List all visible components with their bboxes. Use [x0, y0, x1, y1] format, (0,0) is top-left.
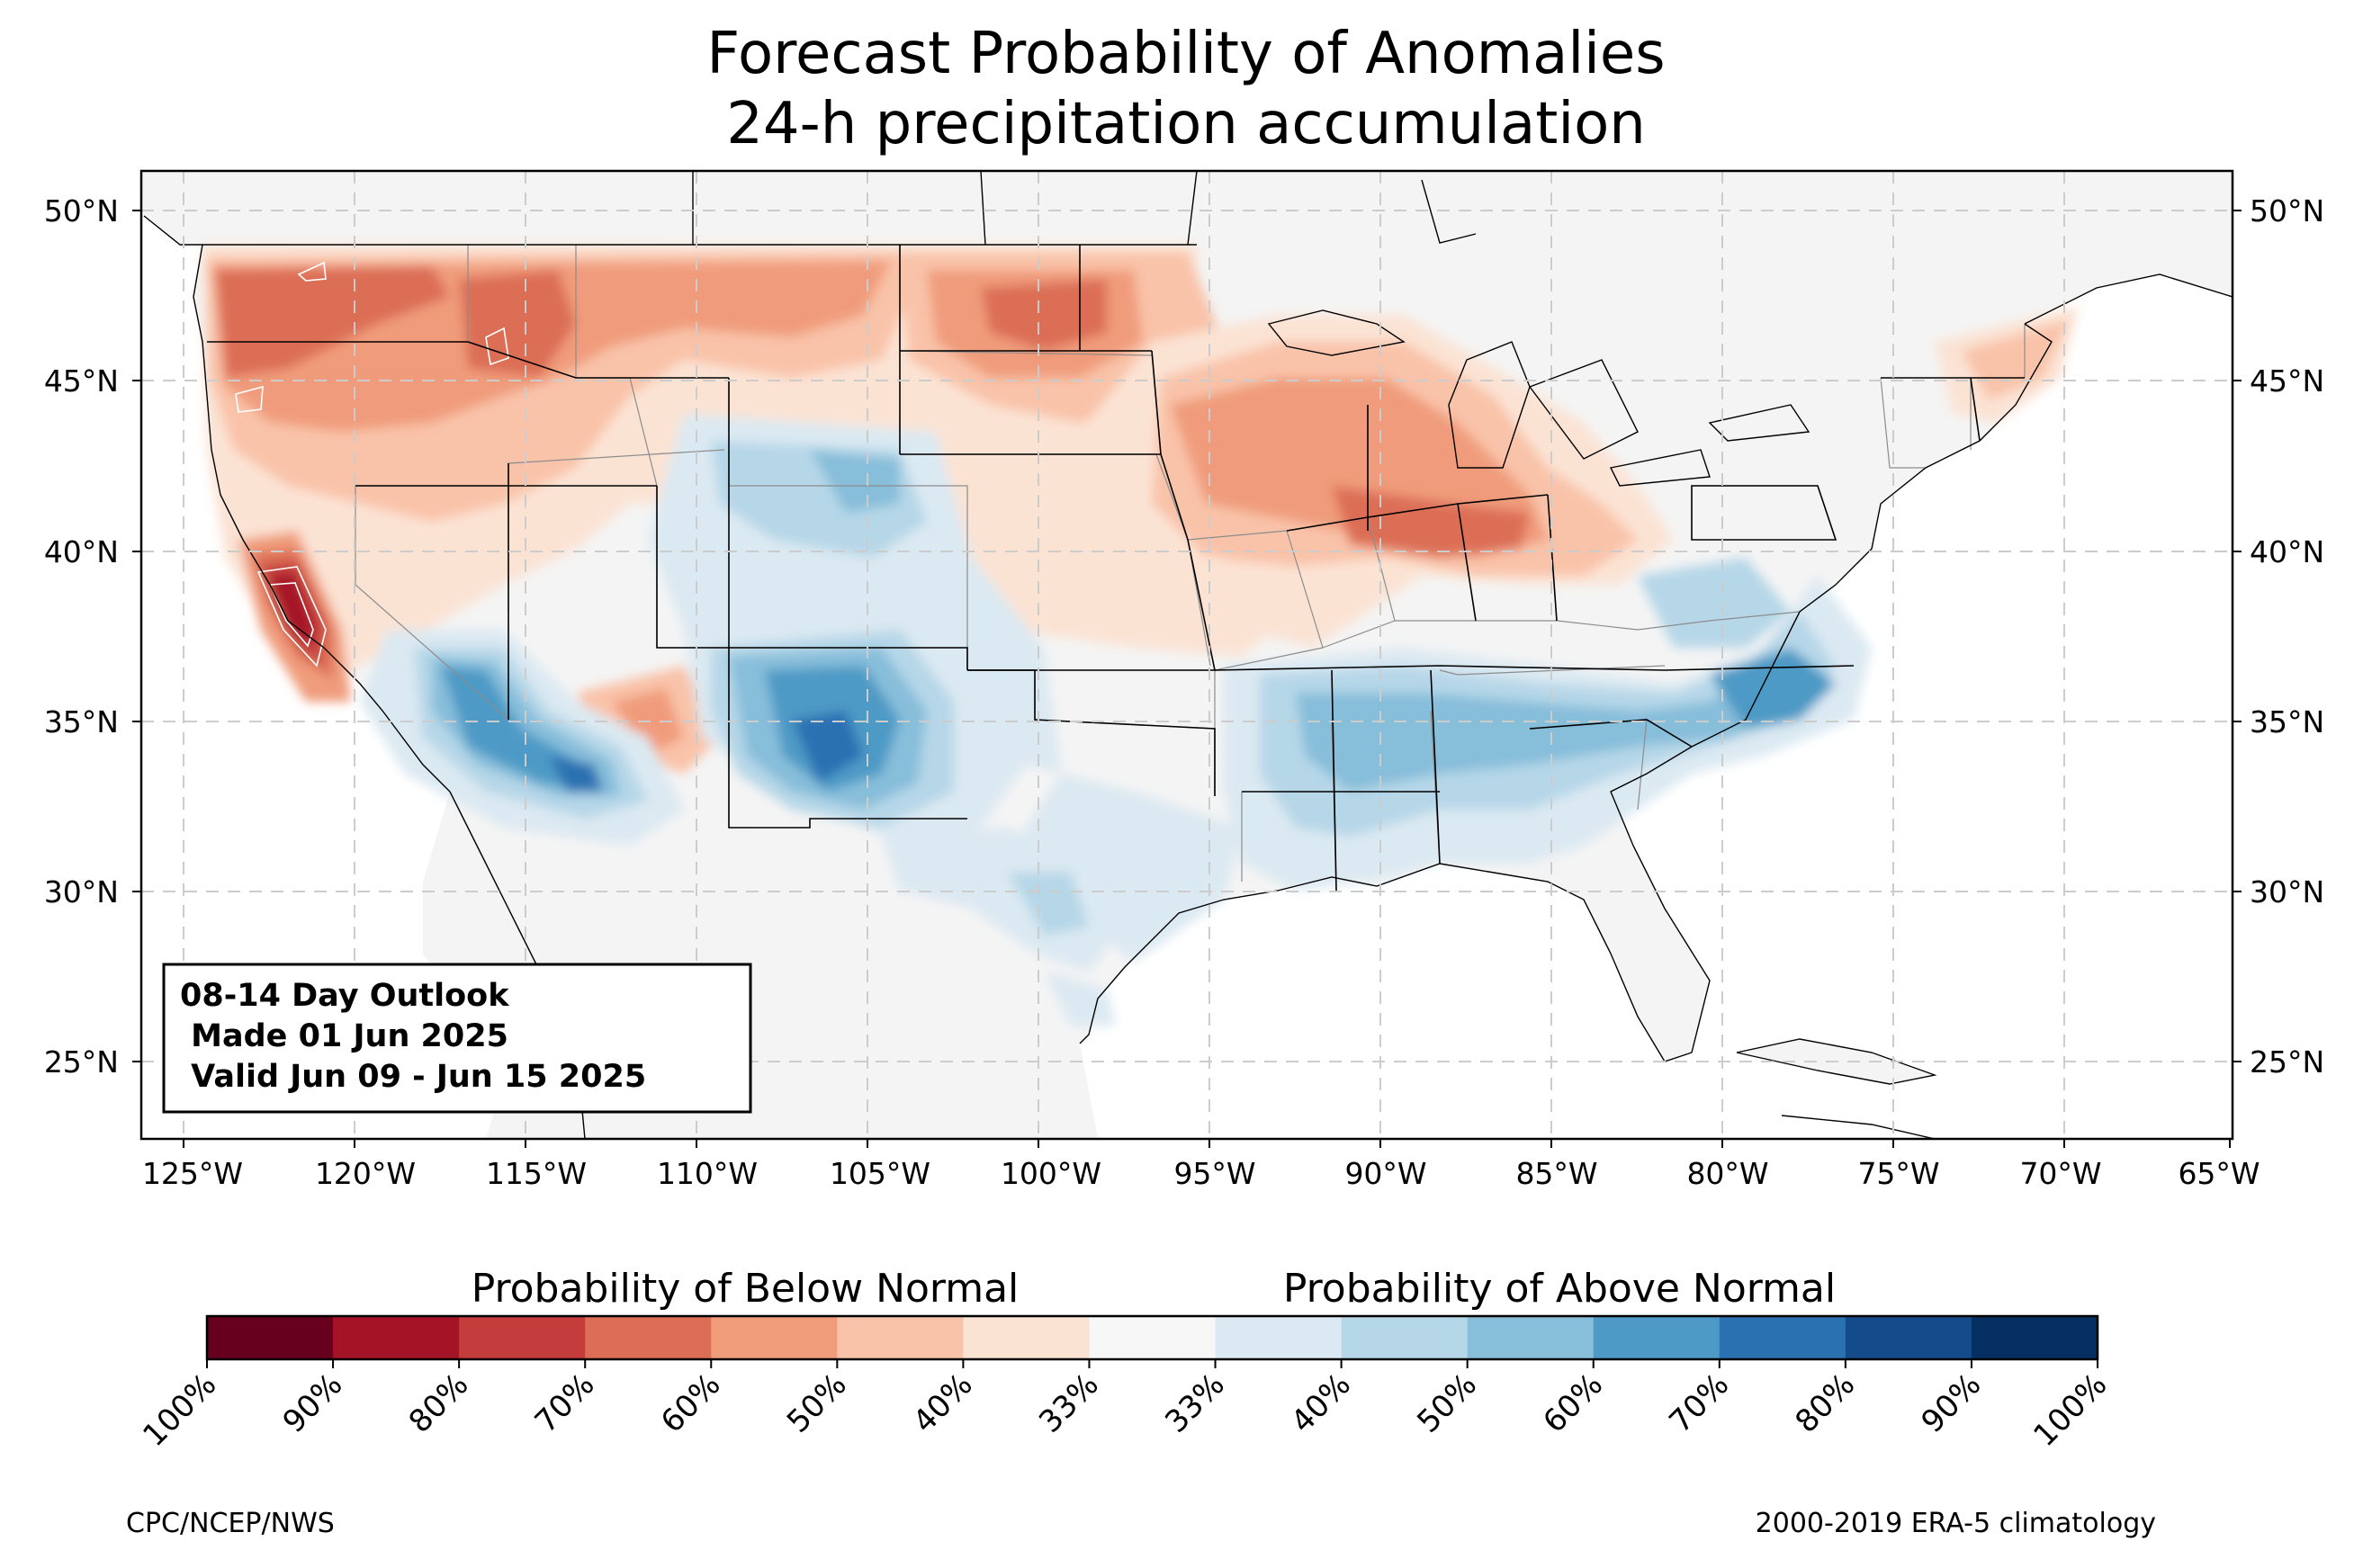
- colorbar-segment: [1845, 1316, 1972, 1359]
- lon-tick-label: 125°W: [142, 1156, 243, 1191]
- anomaly-co-wet-50: [810, 450, 900, 513]
- colorbar: Probability of Below Normal Probability …: [136, 1266, 2114, 1454]
- lon-tick-label: 95°W: [1173, 1156, 1255, 1191]
- lat-tick-label: 50°N: [44, 193, 119, 228]
- lon-tick-label: 110°W: [657, 1156, 758, 1191]
- lat-tick-label: 45°N: [2250, 363, 2324, 399]
- lon-tick-labels: 125°W 120°W 115°W 110°W 105°W 100°W 95°W…: [142, 1156, 2260, 1191]
- lat-tick-label: 45°N: [44, 363, 119, 399]
- colorbar-frame: [205, 1314, 2099, 1361]
- colorbar-segments: [207, 1316, 2098, 1359]
- chart-title-line1: Forecast Probability of Anomalies: [706, 21, 1666, 87]
- outlook-title: 08-14 Day Outlook: [180, 978, 509, 1014]
- colorbar-segment: [1341, 1316, 1469, 1359]
- lat-tick-marks: [132, 210, 2242, 1062]
- lon-tick-label: 80°W: [1686, 1156, 1768, 1191]
- lon-tick-marks: [183, 1139, 2231, 1148]
- colorbar-tick-label: 100%: [2026, 1366, 2114, 1454]
- lon-tick-label: 100°W: [1001, 1156, 1101, 1191]
- colorbar-tick-label: 60%: [1536, 1366, 1610, 1440]
- lon-tick-label: 75°W: [1857, 1156, 1939, 1191]
- colorbar-segment: [1971, 1316, 2098, 1359]
- colorbar-tick-label: 40%: [1284, 1366, 1358, 1440]
- colorbar-tick-label: 33%: [1032, 1366, 1106, 1440]
- lat-tick-label: 35°N: [44, 704, 119, 739]
- colorbar-tick-label: 60%: [654, 1366, 728, 1440]
- colorbar-tick-label: 50%: [1410, 1366, 1484, 1440]
- outlook-made-date: Made 01 Jun 2025: [180, 1018, 508, 1054]
- colorbar-above-label: Probability of Above Normal: [1283, 1266, 1836, 1312]
- lon-tick-label: 65°W: [2178, 1156, 2260, 1191]
- colorbar-segment: [963, 1316, 1090, 1359]
- colorbar-tick-label: 33%: [1158, 1366, 1232, 1440]
- credit-right: 2000-2019 ERA-5 climatology: [1755, 1508, 2156, 1539]
- colorbar-tick-label: 100%: [136, 1366, 223, 1454]
- colorbar-segment: [1719, 1316, 1846, 1359]
- colorbar-segment: [711, 1316, 838, 1359]
- colorbar-segment: [207, 1316, 334, 1359]
- lat-tick-label: 50°N: [2250, 193, 2324, 228]
- colorbar-segment: [585, 1316, 712, 1359]
- lat-tick-label: 30°N: [2250, 874, 2324, 909]
- colorbar-segment: [1089, 1316, 1217, 1359]
- colorbar-segment: [1215, 1316, 1343, 1359]
- colorbar-tick-label: 80%: [1789, 1366, 1863, 1440]
- colorbar-segment: [459, 1316, 586, 1359]
- colorbar-segment: [333, 1316, 460, 1359]
- colorbar-tick-label: 90%: [1915, 1366, 1989, 1440]
- anomaly-nm-80: [792, 711, 864, 783]
- lon-tick-label: 115°W: [486, 1156, 587, 1191]
- anomaly-se-60: [1296, 666, 1791, 792]
- credit-left: CPC/NCEP/NWS: [126, 1508, 335, 1539]
- lon-tick-label: 85°W: [1515, 1156, 1597, 1191]
- anomaly-nplains-70: [981, 279, 1107, 351]
- outlook-info-box: 08-14 Day Outlook Made 01 Jun 2025 Valid…: [162, 963, 752, 1114]
- colorbar-tick-label: 50%: [780, 1366, 854, 1440]
- anomaly-cal-90: [270, 574, 315, 648]
- lat-tick-label: 25°N: [2250, 1044, 2324, 1080]
- lon-tick-label: 90°W: [1344, 1156, 1426, 1191]
- colorbar-tick-label: 90%: [276, 1366, 350, 1440]
- lat-tick-label: 30°N: [44, 874, 119, 909]
- chart-title-line2: 24-h precipitation accumulation: [726, 91, 1646, 157]
- colorbar-tick-label: 70%: [1662, 1366, 1736, 1440]
- anomaly-sw-80: [549, 756, 603, 792]
- colorbar-segment: [1593, 1316, 1721, 1359]
- map-frame: [139, 169, 2234, 1141]
- lat-tick-labels-left: 50°N 45°N 40°N 35°N 30°N 25°N: [44, 193, 119, 1080]
- outlook-valid-range: Valid Jun 09 - Jun 15 2025: [180, 1059, 646, 1095]
- lat-tick-labels-right: 50°N 45°N 40°N 35°N 30°N 25°N: [2250, 193, 2324, 1080]
- lat-tick-label: 35°N: [2250, 704, 2324, 739]
- anomaly-tx-50: [1008, 873, 1089, 936]
- lon-tick-label: 120°W: [315, 1156, 416, 1191]
- colorbar-segment: [837, 1316, 964, 1359]
- anomaly-tx-40: [882, 828, 1116, 972]
- lat-tick-label: 25°N: [44, 1044, 119, 1080]
- colorbar-tick-label: 80%: [402, 1366, 476, 1440]
- lon-tick-label: 105°W: [830, 1156, 930, 1191]
- colorbar-tick-label: 40%: [906, 1366, 980, 1440]
- anomaly-tx-south-40: [1044, 972, 1116, 1026]
- colorbar-below-label: Probability of Below Normal: [472, 1266, 1020, 1312]
- colorbar-tick-label: 70%: [528, 1366, 602, 1440]
- anomaly-nw-70: [216, 265, 450, 378]
- lon-tick-label: 70°W: [2019, 1156, 2101, 1191]
- lat-tick-label: 40°N: [2250, 534, 2324, 569]
- colorbar-segment: [1467, 1316, 1595, 1359]
- lat-tick-label: 40°N: [44, 534, 119, 569]
- canada-land: [141, 171, 2233, 468]
- colorbar-ticks: 100% 90% 80% 70% 60% 50% 40% 33% 33% 40% 50% 60% 70%…: [136, 1359, 2114, 1454]
